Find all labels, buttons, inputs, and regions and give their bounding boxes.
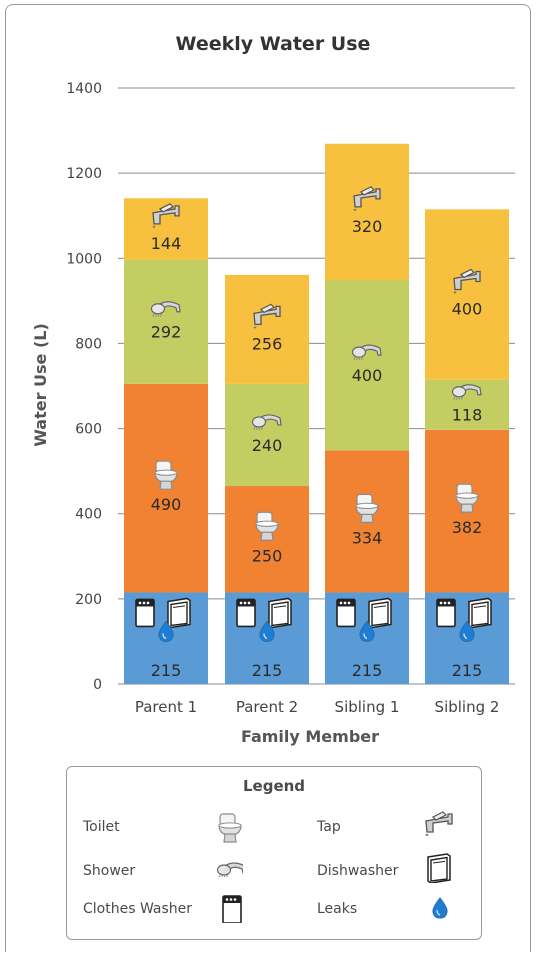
bar-value-label: 215 xyxy=(452,661,483,680)
legend-label-dishwasher: Dishwasher xyxy=(317,863,399,879)
bar-value-label: 256 xyxy=(252,334,283,353)
bar-value-label: 240 xyxy=(252,436,283,455)
x-axis-title: Family Member xyxy=(241,727,379,746)
bar-value-label: 144 xyxy=(151,234,182,253)
bar-value-label: 382 xyxy=(452,518,483,537)
bar-value-label: 320 xyxy=(352,217,383,236)
bar-value-label: 215 xyxy=(252,661,283,680)
leaks-icon xyxy=(432,897,448,919)
clothes-washer-icon xyxy=(236,598,256,628)
x-tick-label: Sibling 1 xyxy=(335,698,400,716)
shower-icon xyxy=(451,384,482,400)
tap-icon xyxy=(353,186,381,211)
x-tick-label: Sibling 2 xyxy=(435,698,500,716)
bar-value-label: 400 xyxy=(352,366,383,385)
tap-icon xyxy=(253,303,281,329)
bar-segment-tap xyxy=(325,143,409,280)
y-tick-label: 800 xyxy=(75,336,102,352)
bar-value-label: 490 xyxy=(151,495,182,514)
leaks-icon xyxy=(459,620,475,642)
y-tick-label: 1000 xyxy=(66,251,102,267)
stacked-bar-chart: Weekly Water Use 0 200 400 600 800 1000 1200 14… xyxy=(31,33,515,746)
tap-icon xyxy=(152,203,180,229)
bar-segment-shower xyxy=(124,259,208,384)
bar-stack-3: 215 334 400 320 xyxy=(325,143,409,684)
legend-label-leaks: Leaks xyxy=(317,901,358,917)
y-tick-label: 400 xyxy=(75,507,102,523)
bar-value-label: 292 xyxy=(151,323,182,342)
clothes-washer-icon xyxy=(222,895,242,923)
toilet-icon xyxy=(355,493,379,523)
toilet-icon xyxy=(255,511,279,541)
tap-icon xyxy=(425,811,453,837)
dishwasher-icon xyxy=(368,597,392,629)
leaks-icon xyxy=(259,620,275,642)
clothes-washer-icon xyxy=(436,598,456,628)
legend: Legend Toilet Tap Shower Dishwasher Clot… xyxy=(66,766,482,940)
leaks-icon xyxy=(359,620,375,642)
y-tick-label: 200 xyxy=(75,592,102,608)
y-axis-title: Water Use (L) xyxy=(31,323,50,447)
bar-segment-shower xyxy=(325,279,409,451)
x-tick-label: Parent 1 xyxy=(135,698,197,716)
shower-icon xyxy=(217,862,243,877)
tap-icon xyxy=(453,268,481,294)
y-tick-label: 1200 xyxy=(66,166,102,182)
bar-stack-4: 215 382 118 400 xyxy=(425,209,509,684)
dishwasher-icon xyxy=(468,597,492,629)
bar-value-label: 118 xyxy=(452,406,483,425)
bar-segment-tap xyxy=(425,209,509,380)
legend-label-shower: Shower xyxy=(83,863,136,879)
bar-value-label: 334 xyxy=(352,528,383,547)
legend-label-tap: Tap xyxy=(317,819,341,835)
chart-title: Weekly Water Use xyxy=(176,33,371,55)
toilet-icon xyxy=(218,813,242,843)
bar-stack-2: 215 250 240 256 xyxy=(225,274,309,684)
bar-stack-1: 215 490 292 144 xyxy=(124,198,208,684)
dishwasher-icon xyxy=(167,597,191,629)
leaks-icon xyxy=(158,620,174,642)
bars: 215 490 292 144 215 250 240 256 215 334 400 320 215 3… xyxy=(124,143,509,684)
dishwasher-icon xyxy=(268,597,292,629)
toilet-icon xyxy=(455,483,479,513)
shower-icon xyxy=(251,414,282,431)
bar-value-label: 400 xyxy=(452,299,483,318)
y-tick-label: 600 xyxy=(75,422,102,438)
bar-segment-shower xyxy=(225,383,309,487)
toilet-icon xyxy=(154,460,178,490)
dishwasher-icon xyxy=(427,853,451,883)
x-tick-label: Parent 2 xyxy=(236,698,298,716)
bar-value-label: 215 xyxy=(151,661,182,680)
legend-label-clothes-washer: Clothes Washer xyxy=(83,901,193,917)
legend-label-toilet: Toilet xyxy=(83,819,120,835)
shower-icon xyxy=(351,344,382,361)
y-tick-label: 1400 xyxy=(66,81,102,97)
bar-segment-tap xyxy=(225,274,309,384)
clothes-washer-icon xyxy=(135,598,155,628)
shower-icon xyxy=(150,301,181,317)
bar-value-label: 250 xyxy=(252,546,283,565)
bar-value-label: 215 xyxy=(352,661,383,680)
x-tick-labels: Parent 1 Parent 2 Sibling 1 Sibling 2 xyxy=(135,698,500,716)
clothes-washer-icon xyxy=(336,598,356,628)
y-tick-label: 0 xyxy=(93,677,102,693)
legend-title: Legend xyxy=(242,777,306,795)
